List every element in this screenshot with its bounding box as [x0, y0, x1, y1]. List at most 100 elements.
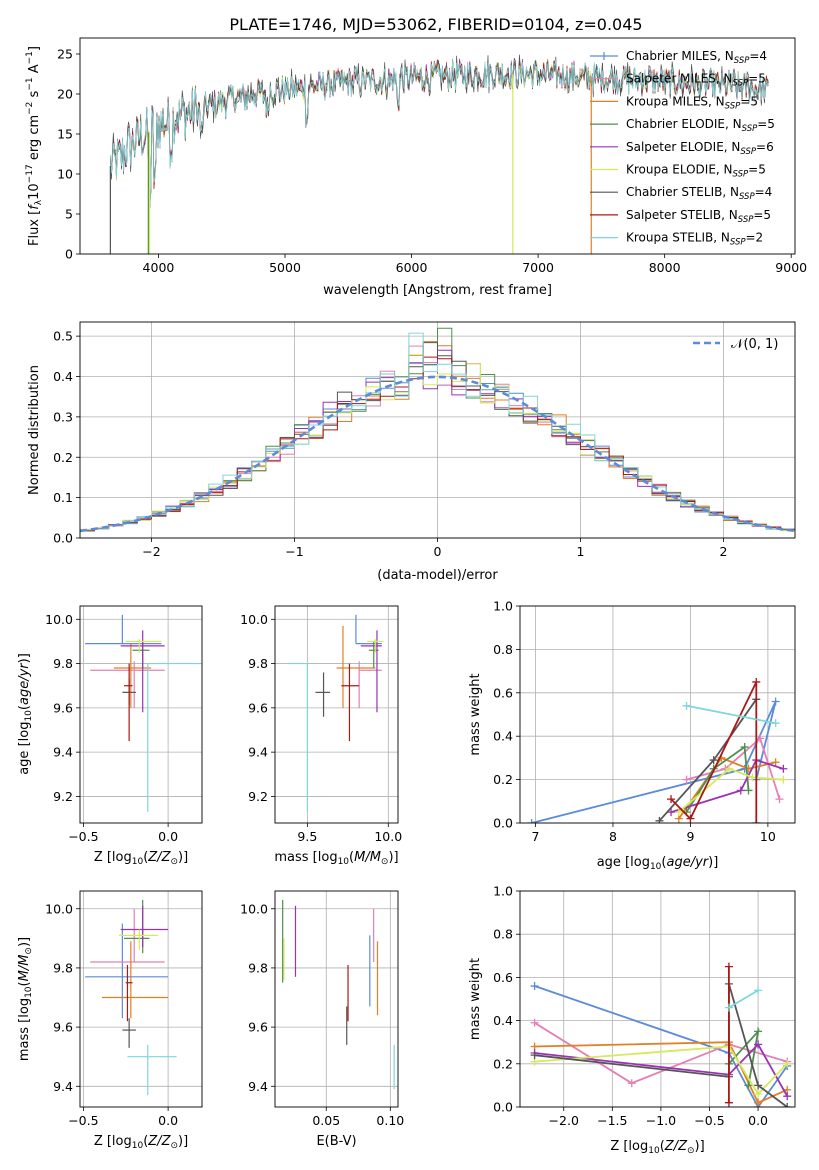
label-part: Flux [: [27, 210, 42, 246]
label-part: =4: [755, 185, 773, 199]
x-tick-label: 9.5: [297, 829, 317, 844]
label-part: s: [27, 90, 42, 101]
label-part: 10: [24, 710, 34, 722]
label-part: ⊙: [24, 947, 34, 955]
spectrum-model-line: [110, 58, 769, 205]
label-part: −17: [25, 164, 35, 183]
y-tick-label: 0.4: [53, 369, 73, 384]
weight-marker: [627, 1079, 636, 1088]
mass-vs-extinction-panel: 0.05 0.10 9.4 9.6 9.8 10.0 E(B-V): [240, 890, 404, 1149]
label-part: λ: [34, 199, 44, 205]
label-part: (: [349, 850, 354, 865]
label-part: Salpeter STELIB, N: [626, 208, 738, 222]
label-part: Z/Z: [664, 1139, 688, 1154]
weight-line: [686, 736, 781, 800]
y-tick-label: 9.8: [248, 656, 268, 671]
label-part: =5: [753, 208, 771, 222]
weight-marker: [756, 734, 765, 743]
weight-marker: [754, 1090, 763, 1099]
plot-area: [530, 962, 792, 1107]
x-tick-label: 2: [720, 544, 728, 559]
plot-area: [85, 899, 177, 1096]
x-tick-label: 7: [532, 829, 540, 844]
weight-marker: [682, 775, 691, 784]
y-tick-label: 1.0: [493, 884, 513, 899]
data-point: [124, 663, 133, 742]
label-part: ⊙: [381, 857, 389, 867]
weight-marker: [736, 786, 745, 795]
legend-entry: Chabrier ELODIE, NSSP=5: [626, 117, 775, 134]
legend-entry: Kroupa MILES, NSSP=5: [626, 94, 758, 111]
label-part: 10: [24, 986, 34, 998]
x-tick-label: −2.0: [549, 1113, 579, 1128]
mass-vs-metallicity-panel: −0.5 0.09.49.69.810.0Z [log10(Z/Z⊙)]mass …: [17, 890, 203, 1151]
label-part: −2: [25, 102, 35, 115]
weight-marker: [530, 1018, 539, 1027]
plot-area: [287, 614, 384, 812]
x-tick-label: 8000: [649, 260, 681, 275]
weight-line: [686, 704, 776, 725]
label-part: ⊙: [170, 857, 178, 867]
label-part: SSP: [725, 101, 741, 111]
label-part: ]: [27, 46, 42, 51]
weight-marker: [530, 982, 539, 991]
label-part: Chabrier STELIB, N: [626, 185, 739, 199]
y-axis-label: mass weight: [468, 958, 483, 1040]
label-part: SSP: [740, 147, 756, 157]
y-tick-label: 25: [57, 47, 73, 62]
axes-frame: [79, 321, 796, 539]
legend-entry: Kroupa ELODIE, NSSP=5: [626, 163, 766, 180]
weight-marker: [752, 677, 761, 686]
label-part: Salpeter MILES, N: [626, 72, 733, 86]
x-axis-label: Z [log10(Z/Z⊙)]: [610, 1139, 704, 1156]
y-tick-label: 0.4: [493, 729, 513, 744]
x-axis-label: Z [log10(Z/Z⊙)]: [94, 850, 188, 867]
y-tick-label: 9.4: [53, 1079, 73, 1094]
label-part: erg cm: [27, 115, 42, 164]
label-part: Z/Z: [147, 1134, 171, 1149]
label-part: SSP: [738, 215, 754, 225]
y-tick-label: 10.0: [45, 901, 73, 916]
y-tick-label: 10.0: [240, 612, 268, 627]
data-point: [336, 625, 376, 708]
plot-area: [85, 614, 202, 812]
histogram-step: [80, 332, 795, 531]
weight-marker: [682, 701, 691, 710]
label-part: )]: [708, 855, 718, 870]
label-part: (: [17, 705, 32, 710]
x-tick-label: 0.10: [376, 1113, 404, 1128]
age-vs-metallicity-panel: −0.5 0.09.29.49.69.810.0Z [log10(Z/Z⊙)]ag…: [17, 605, 203, 867]
y-tick-label: 9.6: [248, 700, 268, 715]
label-part: SSP: [733, 170, 749, 180]
normal-curve: [80, 375, 795, 533]
data-point: [125, 964, 133, 1022]
weight-line: [534, 1045, 788, 1096]
label-part: M/M: [17, 955, 32, 982]
y-tick-label: 15: [57, 127, 73, 142]
x-tick-label: 0.05: [312, 1113, 340, 1128]
x-axis-label: mass [log10(M/M⊙)]: [274, 850, 398, 867]
label-part: ⊙: [170, 1141, 178, 1151]
legend-entry: Salpeter MILES, NSSP=5: [626, 72, 766, 89]
x-tick-label: 1: [577, 544, 585, 559]
label-part: =2: [746, 231, 764, 245]
label-part: )]: [178, 1134, 188, 1149]
weight-line: [534, 985, 788, 1107]
x-tick-label: 0.0: [158, 829, 178, 844]
data-point: [120, 630, 165, 713]
weight-marker: [754, 1027, 763, 1036]
y-tick-label: 9.6: [248, 1020, 268, 1035]
weight-marker: [724, 1003, 733, 1012]
y-tick-label: 0.0: [53, 531, 73, 546]
y-tick-label: 9.4: [248, 1079, 268, 1094]
label-part: )]: [178, 850, 188, 865]
y-tick-label: 0.6: [493, 685, 513, 700]
x-tick-label: 10.0: [374, 829, 402, 844]
x-tick-label: 4000: [143, 260, 175, 275]
data-point: [367, 639, 384, 653]
label-part: (: [17, 981, 32, 986]
data-point: [120, 905, 169, 948]
label-part: SSP: [742, 124, 758, 134]
